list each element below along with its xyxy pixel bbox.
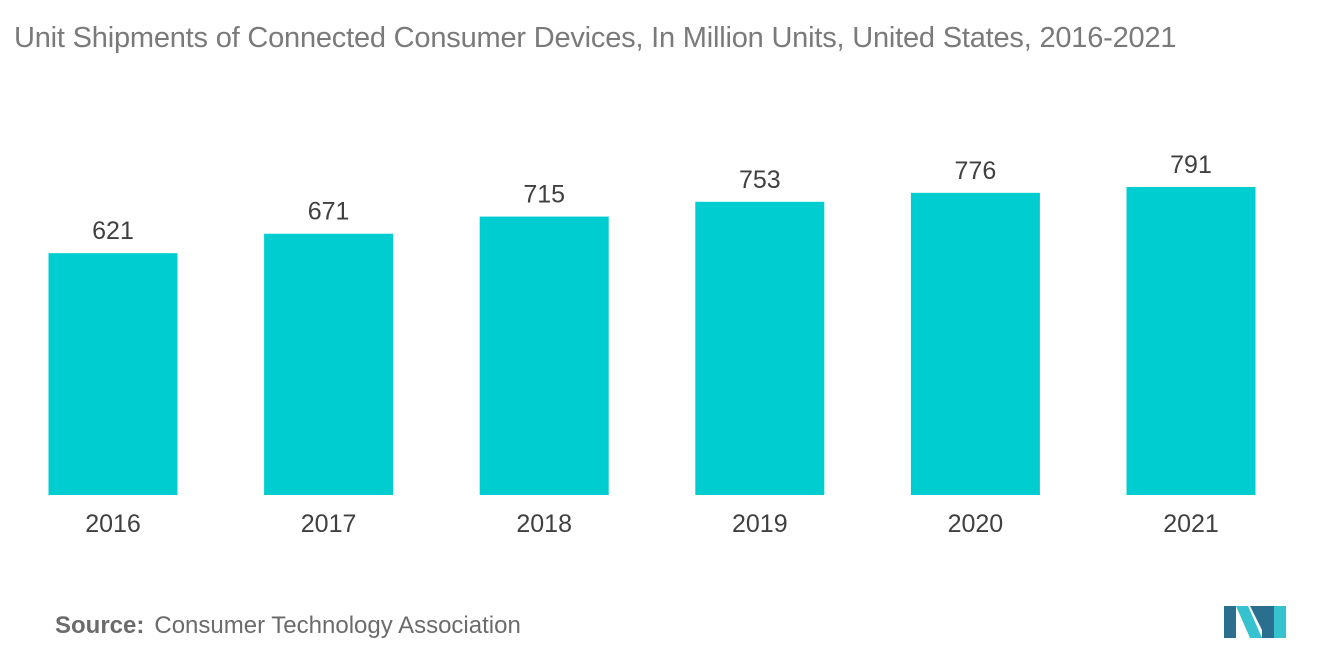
data-label-2018: 715 (523, 181, 565, 209)
x-tick-label-2020: 2020 (948, 510, 1004, 538)
x-tick-label-2019: 2019 (732, 510, 788, 538)
source-line: Source: Consumer Technology Association (55, 612, 521, 640)
data-label-2017: 671 (308, 198, 350, 226)
source-label: Source: (55, 612, 145, 639)
data-label-2019: 753 (739, 166, 781, 194)
source-text: Consumer Technology Association (154, 612, 521, 639)
data-label-2021: 791 (1170, 151, 1212, 179)
bar-chart: 621 2016 671 2017 715 2018 753 2019 776 2020 791 20… (48, 151, 1256, 538)
x-tick-label-2017: 2017 (301, 510, 357, 538)
bar-2020 (910, 192, 1040, 496)
bar-2018 (479, 216, 609, 495)
bar-2019 (695, 201, 825, 496)
data-label-2016: 621 (92, 217, 134, 245)
x-tick-label-2018: 2018 (516, 510, 572, 538)
chart-title: Unit Shipments of Connected Consumer Dev… (14, 22, 1177, 54)
x-tick-label-2016: 2016 (85, 510, 141, 538)
bar-2017 (264, 233, 394, 496)
x-tick-label-2021: 2021 (1163, 510, 1219, 538)
bar-2021 (1126, 187, 1256, 495)
bar-2016 (48, 253, 178, 495)
brand-logo-icon (1224, 606, 1286, 638)
data-label-2020: 776 (955, 157, 997, 185)
